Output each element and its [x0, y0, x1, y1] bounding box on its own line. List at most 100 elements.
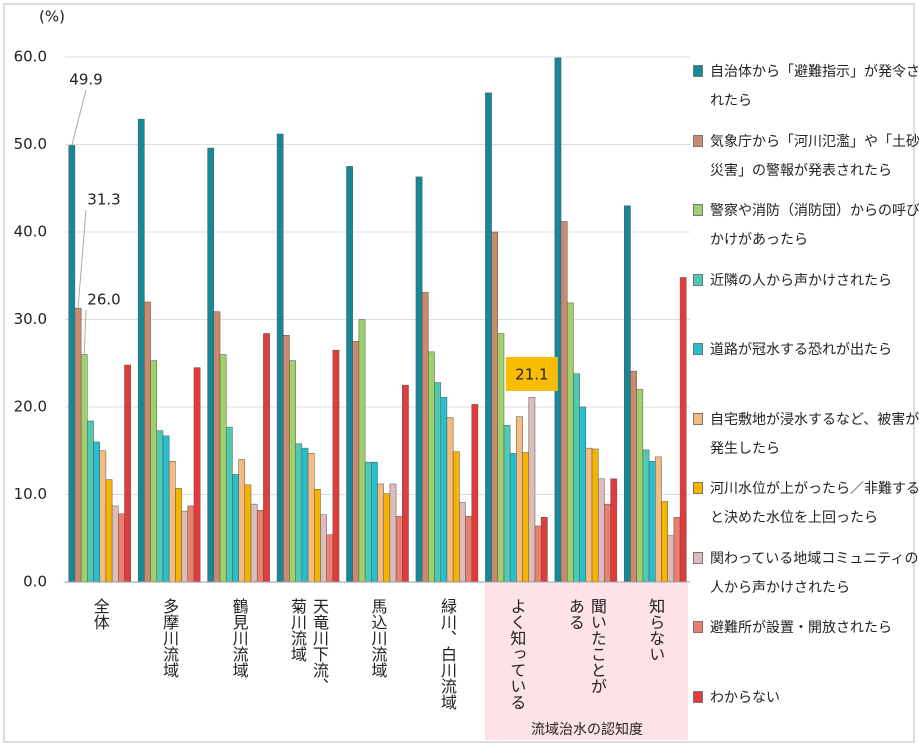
bar: [150, 360, 158, 583]
legend-label: 自治体から「避難指示」が発令されたら: [710, 64, 919, 109]
legend-swatch: [693, 204, 703, 216]
bar: [301, 447, 309, 583]
bar: [573, 373, 580, 583]
bar: [111, 505, 119, 583]
bar: [516, 416, 523, 583]
bar: [610, 478, 618, 583]
bar: [225, 426, 233, 583]
value-label: 21.1: [515, 366, 548, 384]
bar: [250, 503, 258, 583]
bar: [428, 351, 435, 583]
legend-item: 気象庁から「河川氾濫」や「土砂災害」の警報が発表されたら: [693, 128, 919, 186]
bar: [661, 501, 668, 583]
group-background: [485, 583, 688, 740]
bar: [377, 483, 384, 583]
bar: [636, 389, 644, 583]
bar: [459, 502, 466, 583]
x-tick-label: よく知っている: [507, 598, 527, 710]
leader-line: [71, 89, 87, 146]
legend-swatch: [693, 273, 703, 286]
y-tick-label: 50.0: [14, 135, 47, 153]
bar: [389, 483, 397, 583]
bar: [87, 420, 94, 583]
legend-swatch: [693, 551, 703, 564]
bar: [168, 461, 176, 583]
bar: [213, 311, 221, 583]
bar: [283, 335, 290, 583]
bar: [642, 449, 650, 583]
y-tick-label: 20.0: [14, 398, 47, 416]
bar: [124, 364, 131, 583]
bar: [105, 479, 113, 583]
legend-swatch: [693, 482, 703, 494]
leader-line: [77, 209, 87, 309]
legend-item: 自宅敷地が浸水するなど、被害が発生したら: [693, 406, 919, 464]
bar: [93, 441, 100, 583]
legend-item: 関わっている地域コミュニティの人から声かけされたら: [693, 545, 919, 603]
chart-border: [3, 3, 915, 743]
bar: [295, 443, 303, 583]
bar: [371, 461, 378, 583]
bar: [679, 277, 687, 583]
legend-swatch: [693, 134, 703, 147]
bar: [219, 354, 227, 583]
bar: [534, 525, 542, 583]
legend-label: 警察や消防（消防団）からの呼びかけがあったら: [710, 203, 919, 248]
bar: [238, 459, 246, 583]
bar: [604, 503, 611, 583]
x-tick-label: 緑川、白川流域: [437, 598, 457, 710]
value-label-box: [505, 357, 558, 391]
y-tick-label: 40.0: [14, 223, 47, 241]
bar: [99, 450, 107, 583]
bar: [358, 319, 366, 583]
value-label: 26.0: [87, 291, 120, 309]
bar: [364, 461, 372, 583]
bar: [352, 341, 360, 583]
x-tick-label: 天竜川下流、 菊川流域: [288, 598, 330, 694]
legend-swatch: [693, 690, 703, 703]
bar: [74, 307, 82, 583]
bar: [597, 478, 605, 583]
y-tick-label: 60.0: [14, 48, 47, 66]
bar: [591, 448, 599, 583]
bar: [667, 535, 675, 583]
bar: [187, 505, 195, 583]
bar: [144, 301, 151, 583]
bar: [421, 292, 429, 583]
legend-swatch: [693, 621, 703, 633]
group-label: 流域治水の認知度: [531, 721, 643, 738]
bar: [68, 145, 76, 583]
value-label: 31.3: [87, 191, 120, 209]
bar: [624, 205, 631, 583]
y-tick-label: 30.0: [14, 310, 47, 328]
bar: [465, 516, 472, 583]
bar: [80, 354, 88, 583]
bar: [673, 517, 681, 583]
legend-swatch: [693, 65, 703, 77]
bar: [402, 384, 409, 583]
bar: [137, 118, 145, 583]
legend-label: 道路が冠水する恐れが出たら: [710, 342, 892, 358]
leader-line: [83, 309, 87, 355]
bar: [314, 489, 321, 583]
bar: [263, 333, 270, 583]
legend-item: 道路が冠水する恐れが出たら: [693, 336, 919, 365]
y-axis-label: (%): [39, 8, 65, 26]
bar: [528, 397, 536, 583]
bar: [540, 517, 548, 583]
bar: [434, 382, 441, 583]
bar: [485, 92, 492, 583]
bar: [522, 452, 530, 583]
bar: [560, 221, 568, 583]
legend-label: 関わっている地域コミュニティの人から声かけされたら: [710, 550, 919, 596]
legend-swatch: [693, 412, 703, 425]
legend-label: 避難所が設置・開放されたら: [710, 620, 892, 636]
x-tick-label: 聞いたことが ある: [565, 598, 607, 694]
x-tick-label: 知らない: [646, 598, 666, 662]
bar: [307, 453, 315, 583]
bar: [320, 514, 327, 583]
legend-item: 近隣の人から声かけされたら: [693, 267, 919, 296]
legend-item: 警察や消防（消防団）からの呼びかけがあったら: [693, 197, 919, 255]
bar: [244, 484, 252, 583]
legend-swatch: [693, 343, 703, 355]
